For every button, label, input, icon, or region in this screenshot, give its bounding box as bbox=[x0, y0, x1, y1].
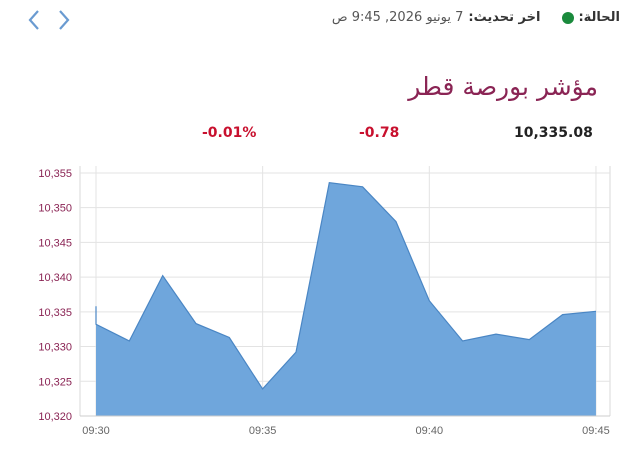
status-label: الحالة: bbox=[578, 10, 620, 25]
area-series bbox=[96, 182, 596, 416]
navigation bbox=[24, 8, 74, 32]
x-tick-label: 09:35 bbox=[249, 425, 277, 437]
update-label: اخر تحديث: bbox=[468, 10, 541, 25]
index-value: 10,335.08 bbox=[514, 125, 593, 141]
status-indicator bbox=[562, 11, 575, 24]
y-tick-label: 10,345 bbox=[38, 237, 72, 249]
y-tick-label: 10,340 bbox=[38, 272, 72, 284]
update-timestamp: 7 يونيو 2026, 9:45 ص bbox=[331, 10, 464, 25]
y-tick-label: 10,355 bbox=[38, 168, 72, 180]
x-tick-label: 09:30 bbox=[82, 425, 110, 437]
chevron-left-icon bbox=[28, 10, 39, 30]
y-tick-label: 10,325 bbox=[38, 376, 72, 388]
next-button[interactable] bbox=[54, 8, 74, 32]
page-title: مؤشر بورصة قطر bbox=[408, 72, 598, 101]
x-tick-label: 09:40 bbox=[416, 425, 444, 437]
change-percent: -0.01% bbox=[202, 125, 257, 141]
x-tick-label: 09:45 bbox=[582, 425, 610, 437]
area-series-line bbox=[95, 182, 597, 390]
y-tick-label: 10,320 bbox=[38, 411, 72, 423]
prev-button[interactable] bbox=[24, 8, 44, 32]
y-tick-label: 10,330 bbox=[38, 342, 72, 354]
change-value: -0.78 bbox=[359, 125, 400, 141]
chevron-right-icon bbox=[59, 10, 70, 30]
index-chart[interactable]: 10,320 10,325 10,330 10,335 10,340 10,345 10,3… bbox=[0, 150, 640, 458]
status-bar: الحالة: اخر تحديث: 7 يونيو 2026, 9:45 ص bbox=[332, 10, 620, 25]
y-tick-label: 10,335 bbox=[38, 307, 72, 319]
y-tick-label: 10,350 bbox=[38, 203, 72, 215]
